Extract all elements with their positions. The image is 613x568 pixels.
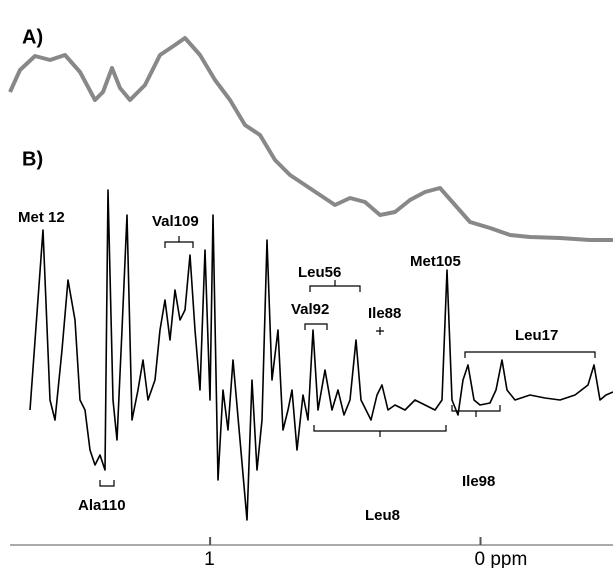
brackets bbox=[99, 236, 596, 487]
peak-label: Val109 bbox=[152, 213, 199, 230]
peak-label: Ile88 bbox=[368, 305, 401, 322]
peak-label: Val92 bbox=[291, 301, 329, 318]
peak-label: Ala110 bbox=[78, 497, 126, 514]
spectrum-a bbox=[8, 36, 613, 242]
spectrum-b bbox=[29, 189, 613, 521]
panel-label: A) bbox=[22, 26, 43, 48]
peak-label: Met 12 bbox=[18, 209, 65, 226]
peak-label: Leu56 bbox=[298, 264, 341, 281]
peak-label: Leu17 bbox=[515, 327, 558, 344]
peak-label: Ile98 bbox=[462, 473, 495, 490]
panel-label: B) bbox=[22, 148, 43, 170]
x-tick-label: 0 ppm bbox=[475, 549, 528, 568]
x-tick-label: 1 bbox=[204, 549, 215, 568]
peak-label: Leu8 bbox=[365, 507, 400, 524]
peak-label: Met105 bbox=[410, 253, 461, 270]
